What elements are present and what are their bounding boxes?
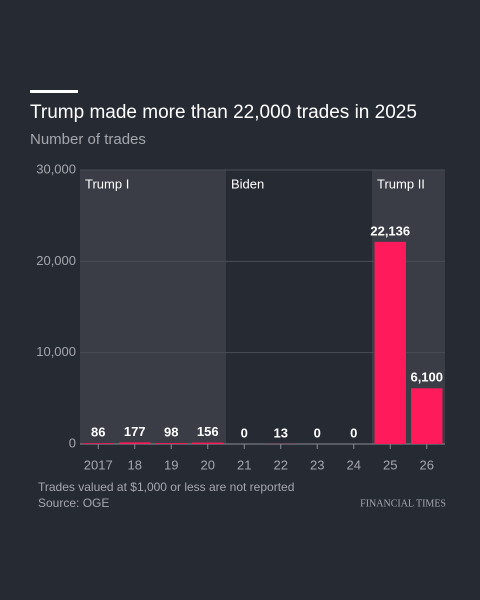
x-tick-label: 20 bbox=[201, 457, 215, 472]
bar bbox=[374, 241, 406, 444]
x-tick-label: 2017 bbox=[84, 457, 113, 472]
x-tick-label: 24 bbox=[347, 457, 361, 472]
period-label: Trump I bbox=[85, 176, 129, 191]
value-label: 0 bbox=[241, 425, 248, 440]
y-tick-label: 0 bbox=[69, 435, 76, 450]
x-tick-label: 21 bbox=[237, 457, 251, 472]
x-tick-label: 19 bbox=[164, 457, 178, 472]
value-label: 98 bbox=[164, 425, 178, 440]
value-label: 13 bbox=[274, 425, 288, 440]
bar bbox=[155, 443, 187, 444]
value-label: 86 bbox=[91, 425, 105, 440]
value-label: 22,136 bbox=[370, 223, 410, 238]
chart-subtitle: Number of trades bbox=[30, 131, 146, 148]
header-rule bbox=[30, 90, 78, 93]
plot-area: Trump I Biden Trump II 0 10,000 20,000 30,000 2… bbox=[36, 161, 445, 472]
value-label: 0 bbox=[314, 425, 321, 440]
period-shade bbox=[226, 170, 372, 444]
source: Source: OGE bbox=[38, 496, 109, 510]
x-tick-label: 22 bbox=[274, 457, 288, 472]
value-label: 6,100 bbox=[410, 370, 443, 385]
period-label: Trump II bbox=[377, 176, 425, 191]
bar bbox=[192, 442, 224, 444]
period-shade bbox=[80, 170, 226, 444]
brand: FINANCIAL TIMES bbox=[360, 498, 446, 509]
y-tick-label: 20,000 bbox=[36, 253, 76, 268]
y-tick-label: 10,000 bbox=[36, 344, 76, 359]
bar bbox=[82, 443, 114, 444]
value-label: 156 bbox=[197, 424, 219, 439]
value-label: 177 bbox=[124, 424, 146, 439]
y-tick-label: 30,000 bbox=[36, 161, 76, 176]
x-tick-label: 18 bbox=[128, 457, 142, 472]
period-label: Biden bbox=[231, 176, 264, 191]
x-tick-label: 25 bbox=[383, 457, 397, 472]
value-label: 0 bbox=[350, 425, 357, 440]
bar bbox=[119, 442, 151, 444]
x-tick-label: 23 bbox=[310, 457, 324, 472]
x-tick-label: 26 bbox=[420, 457, 434, 472]
footnote: Trades valued at $1,000 or less are not … bbox=[38, 480, 294, 494]
bar bbox=[411, 388, 443, 444]
chart-title: Trump made more than 22,000 trades in 20… bbox=[30, 102, 417, 123]
